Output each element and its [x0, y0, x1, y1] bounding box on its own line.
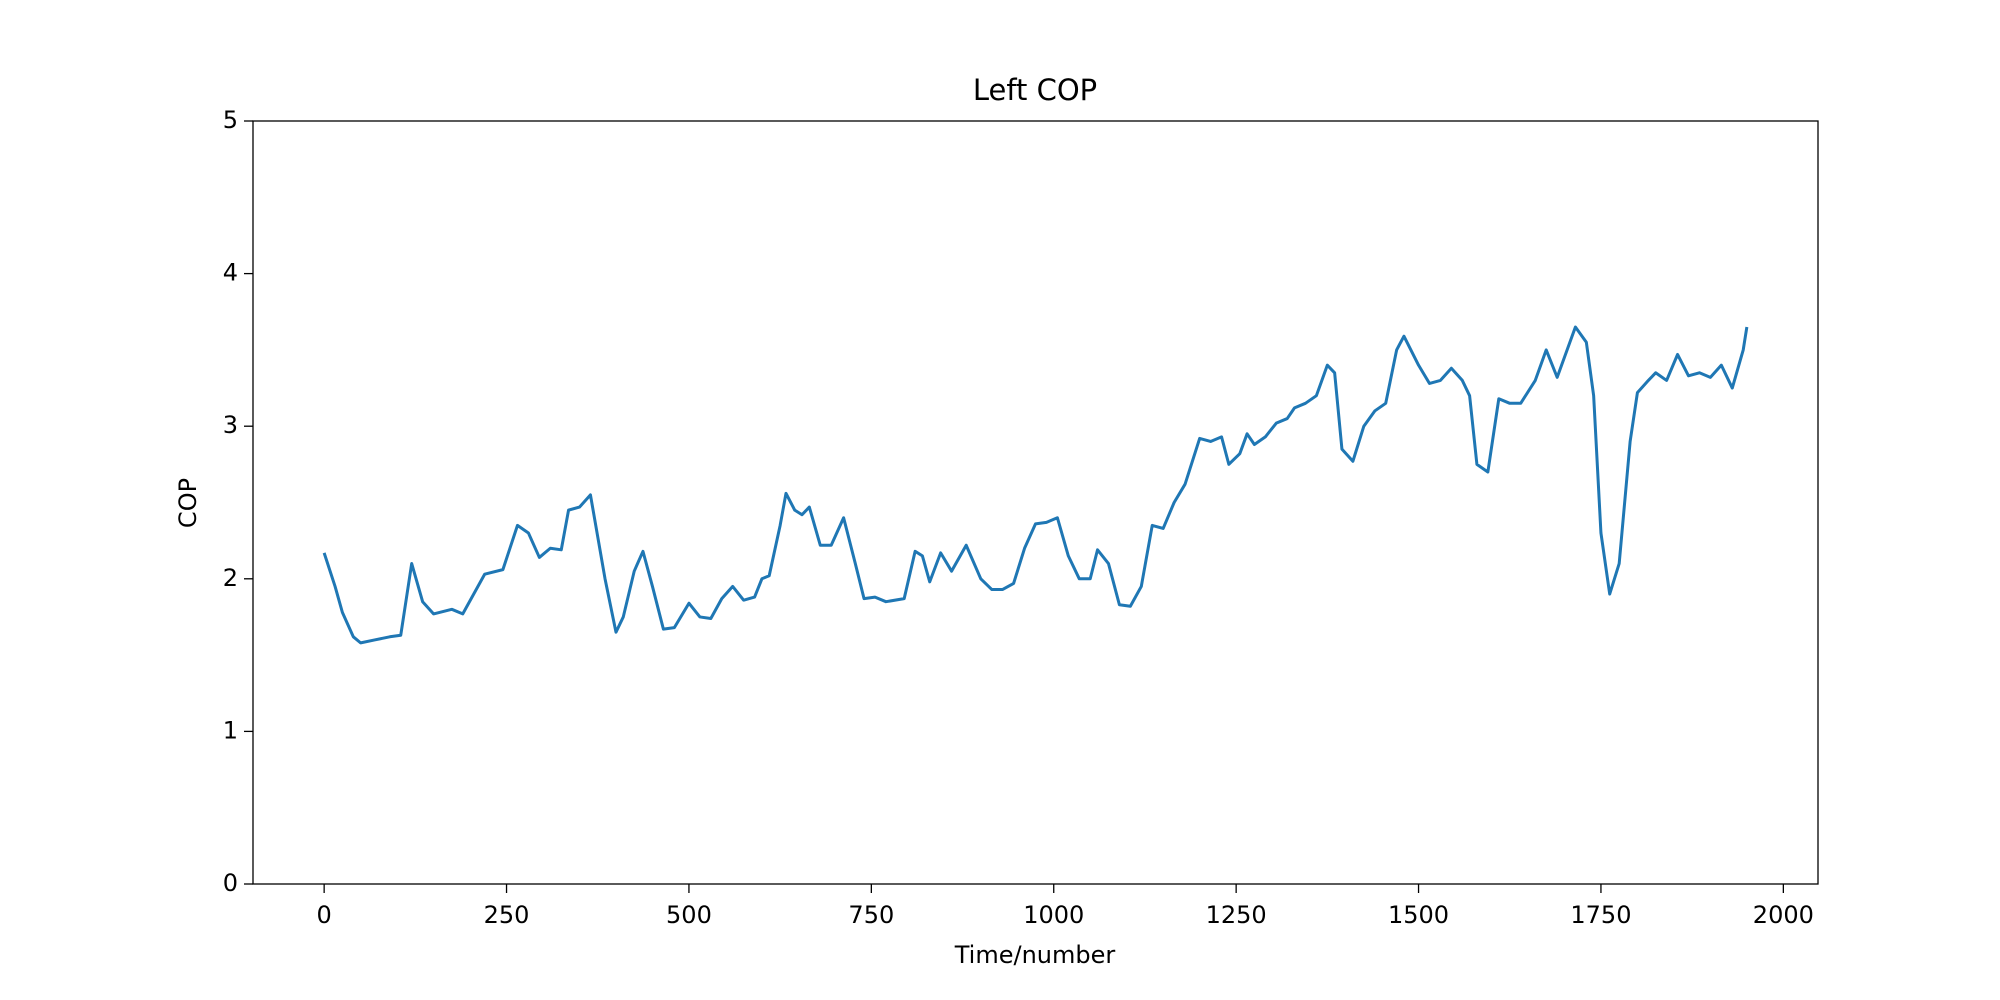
y-tick-label: 0 — [223, 869, 238, 897]
chart-title: Left COP — [973, 73, 1097, 107]
y-axis-label: COP — [174, 478, 202, 528]
y-tick-label: 4 — [223, 259, 238, 287]
y-tick-label: 5 — [223, 106, 238, 134]
x-tick-label: 1500 — [1388, 901, 1449, 929]
plot-frame — [252, 120, 1819, 885]
x-tick-label: 750 — [848, 901, 894, 929]
y-tick-label: 3 — [223, 411, 238, 439]
x-tick-label: 1000 — [1023, 901, 1084, 929]
x-axis-label: Time/number — [954, 941, 1116, 969]
x-tick-label: 0 — [316, 901, 331, 929]
x-tick-label: 250 — [484, 901, 530, 929]
x-tick-label: 2000 — [1753, 901, 1814, 929]
x-tick-label: 1250 — [1206, 901, 1267, 929]
x-tick-label: 1750 — [1570, 901, 1631, 929]
y-tick-label: 1 — [223, 716, 238, 744]
x-tick-label: 500 — [666, 901, 712, 929]
data-line — [322, 325, 1749, 645]
y-tick-label: 2 — [223, 564, 238, 592]
